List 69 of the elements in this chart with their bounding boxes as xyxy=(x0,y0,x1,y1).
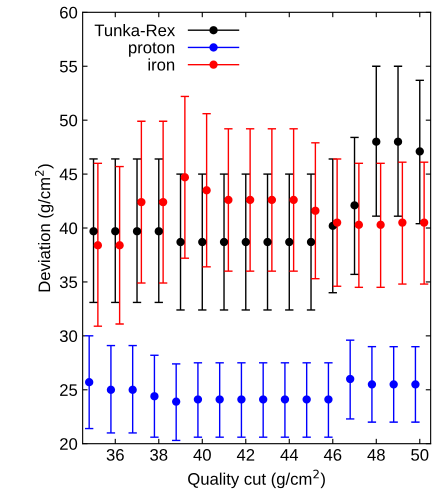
point xyxy=(106,386,116,394)
point xyxy=(224,196,233,204)
point xyxy=(268,196,276,204)
point xyxy=(202,186,211,194)
point xyxy=(332,218,342,227)
y-tick-label: 25 xyxy=(60,384,78,396)
point xyxy=(350,201,359,210)
x-tick-label: 48 xyxy=(367,449,385,461)
point xyxy=(368,380,376,389)
point xyxy=(154,227,163,236)
point xyxy=(158,198,168,206)
point xyxy=(176,238,185,246)
point xyxy=(180,173,190,182)
y-tick-label: 30 xyxy=(60,330,78,342)
x-axis-title: Quality cut (g/cm$^{2}$) xyxy=(188,470,325,488)
point xyxy=(311,206,320,215)
point xyxy=(346,374,354,384)
point xyxy=(198,238,206,246)
point xyxy=(372,138,380,146)
y-tick-label: 50 xyxy=(60,114,78,126)
point xyxy=(137,198,146,206)
x-tick-label: 46 xyxy=(324,449,342,461)
y-tick-label: 35 xyxy=(60,276,78,288)
legend-label: proton xyxy=(129,42,174,57)
point xyxy=(150,392,159,400)
point xyxy=(220,238,228,246)
point xyxy=(194,395,202,404)
point xyxy=(89,227,98,236)
y-tick-label: 40 xyxy=(60,222,78,234)
point xyxy=(411,380,420,389)
point xyxy=(94,241,102,250)
point xyxy=(398,218,407,227)
x-tick-label: 42 xyxy=(236,449,254,461)
point xyxy=(85,378,94,386)
point xyxy=(259,395,268,404)
point xyxy=(390,380,398,389)
point xyxy=(242,238,250,246)
point xyxy=(172,397,180,406)
x-tick-label: 38 xyxy=(150,449,168,461)
y-tick-label: 45 xyxy=(60,168,78,180)
x-tick-label: 40 xyxy=(193,449,211,461)
x-tick-label: 44 xyxy=(280,449,298,461)
point xyxy=(416,147,424,156)
point xyxy=(246,196,254,204)
point xyxy=(115,241,124,250)
y-tick-label: 20 xyxy=(60,438,78,450)
legend-label: Tunka-Rex xyxy=(94,24,176,36)
point xyxy=(420,218,428,227)
point xyxy=(111,227,120,236)
point xyxy=(128,386,137,394)
y-tick-label: 60 xyxy=(60,6,78,19)
point xyxy=(324,395,333,404)
x-tick-label: 50 xyxy=(411,449,428,461)
point xyxy=(216,395,224,404)
point xyxy=(289,196,298,204)
point xyxy=(280,395,290,404)
y-tick-label: 55 xyxy=(60,60,78,72)
point xyxy=(354,220,364,229)
point xyxy=(376,220,385,229)
point xyxy=(285,238,294,246)
y-axis-title: Deviation (g/cm$^{2}$) xyxy=(35,164,54,292)
point xyxy=(132,227,142,236)
x-tick-label: 36 xyxy=(106,449,124,461)
point xyxy=(302,395,311,404)
point xyxy=(263,238,272,246)
legend-label: iron xyxy=(148,58,174,71)
point xyxy=(306,238,316,246)
point xyxy=(237,395,246,404)
point xyxy=(394,138,402,146)
